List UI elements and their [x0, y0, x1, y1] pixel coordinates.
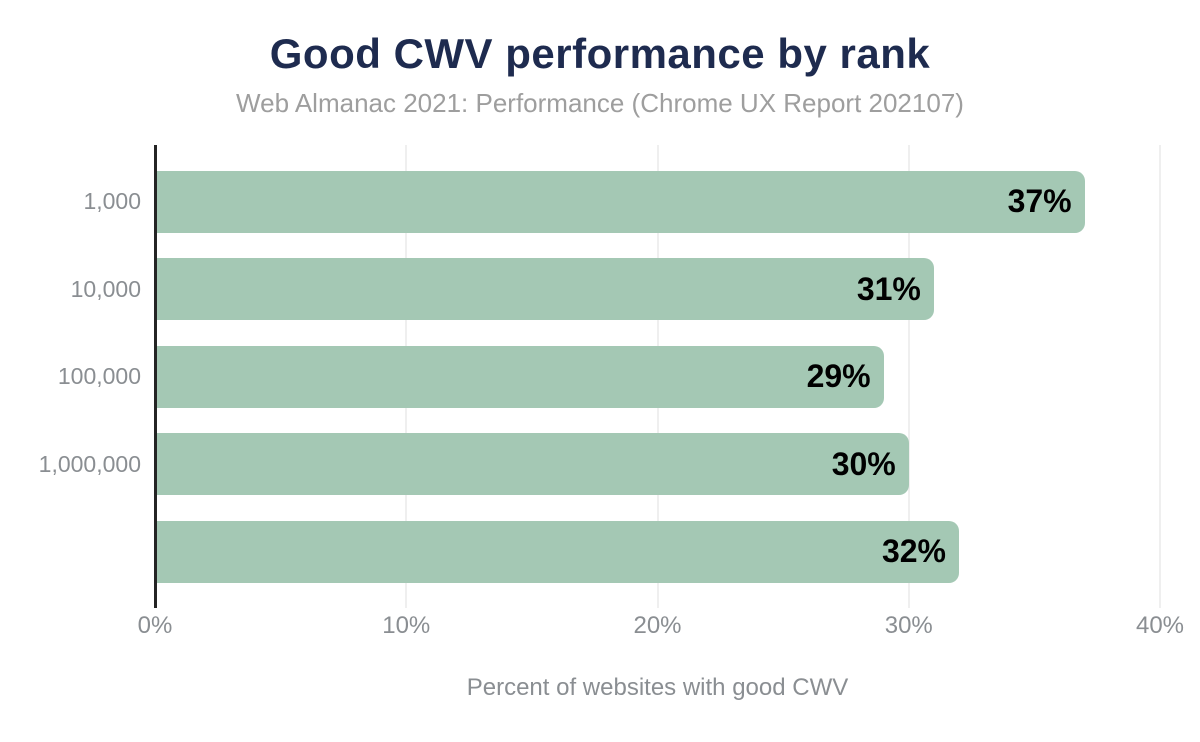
- y-axis-category-labels: 1,000 10,000 100,000 1,000,000: [0, 145, 141, 608]
- chart-subtitle: Web Almanac 2021: Performance (Chrome UX…: [236, 88, 964, 118]
- x-tick-label: 20%: [633, 612, 682, 639]
- y-axis-category-label: [0, 521, 141, 583]
- bar-rank-4: 32%: [155, 520, 959, 583]
- x-tick-label: 0%: [137, 612, 173, 639]
- bar-rank-1: 31%: [155, 258, 934, 320]
- x-tick-label: 40%: [1135, 612, 1185, 639]
- bar-rank-3: 30%: [155, 433, 909, 495]
- bar-value-label: 30%: [831, 445, 896, 482]
- x-tick-label: 10%: [382, 612, 431, 639]
- bar-value-label: 32%: [881, 533, 946, 569]
- x-tick-label: 30%: [884, 612, 933, 639]
- bar-series: 37% 31% 29% 30% 32%: [155, 145, 1160, 608]
- y-axis-category-label: 10,000: [70, 275, 141, 302]
- y-axis-category-label: 1,000,000: [38, 450, 141, 477]
- y-axis-line: [154, 145, 157, 608]
- gridline-40%: [1159, 145, 1161, 608]
- bar-rank-0: 37%: [155, 170, 1085, 233]
- bar-value-label: 29%: [806, 358, 871, 394]
- y-axis-category-label: 1,000: [83, 188, 141, 214]
- plot-area: 37% 31% 29% 30% 32%: [154, 145, 1161, 608]
- gridline-30%: [907, 145, 910, 608]
- x-axis-title: Percent of websites with good CWV: [466, 674, 849, 701]
- x-axis-tick-labels: 0% 10% 20% 30% 40%: [138, 612, 1184, 644]
- bar-value-label: 31%: [856, 270, 921, 307]
- bar-value-label: 37%: [1007, 183, 1072, 219]
- y-axis-category-label: 100,000: [57, 363, 141, 389]
- bar-rank-2: 29%: [155, 345, 884, 408]
- chart-area: 1,000 10,000 100,000 1,000,000 37% 31% 29% 30%…: [0, 145, 1161, 608]
- chart-title: Good CWV performance by rank: [269, 30, 931, 77]
